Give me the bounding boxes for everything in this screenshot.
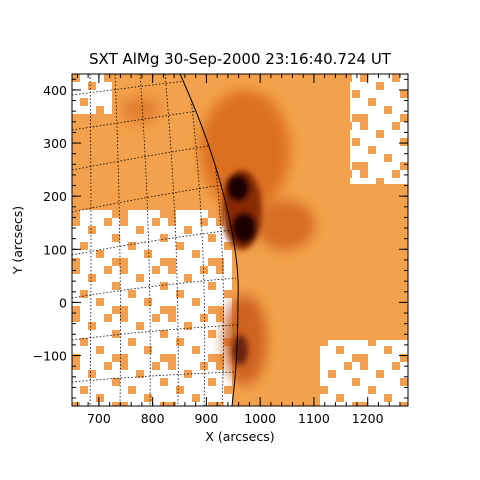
x-tick-label: 700 bbox=[87, 411, 111, 426]
y-axis-ticks: −100 0 100 200 300 400 bbox=[33, 78, 408, 399]
x-tick-label: 1000 bbox=[244, 411, 276, 426]
y-tick-label: −100 bbox=[33, 349, 67, 364]
y-axis-label: Y (arcsecs) bbox=[10, 206, 25, 275]
active-region-core-lower bbox=[231, 212, 257, 244]
active-region-core-upper bbox=[226, 174, 250, 202]
low-signal-region-topleft bbox=[72, 74, 112, 114]
plot-frame bbox=[71, 73, 409, 407]
diffuse-emission-upper bbox=[200, 90, 290, 210]
low-signal-region-left bbox=[72, 210, 232, 406]
y-tick-label: 100 bbox=[43, 242, 67, 257]
diffuse-emission-left bbox=[120, 96, 160, 124]
solar-image bbox=[72, 74, 408, 406]
x-axis-ticks: 700 800 900 1000 1100 1200 bbox=[76, 74, 401, 426]
active-region-knot-lower bbox=[232, 335, 248, 365]
solar-limb bbox=[179, 74, 239, 406]
diffuse-emission-right bbox=[255, 200, 315, 250]
x-tick-label: 1200 bbox=[352, 411, 384, 426]
x-tick-label: 800 bbox=[141, 411, 165, 426]
y-tick-label: 200 bbox=[43, 189, 67, 204]
plot-title: SXT AlMg 30-Sep-2000 23:16:40.724 UT bbox=[89, 50, 392, 68]
x-tick-label: 1100 bbox=[298, 411, 330, 426]
low-signal-region-bottomright bbox=[320, 340, 408, 406]
x-axis-label: X (arcsecs) bbox=[205, 429, 274, 444]
y-tick-label: 400 bbox=[43, 83, 67, 98]
y-tick-label: 0 bbox=[59, 295, 67, 310]
x-tick-label: 900 bbox=[194, 411, 218, 426]
y-tick-label: 300 bbox=[43, 136, 67, 151]
low-signal-region-right bbox=[350, 74, 408, 184]
